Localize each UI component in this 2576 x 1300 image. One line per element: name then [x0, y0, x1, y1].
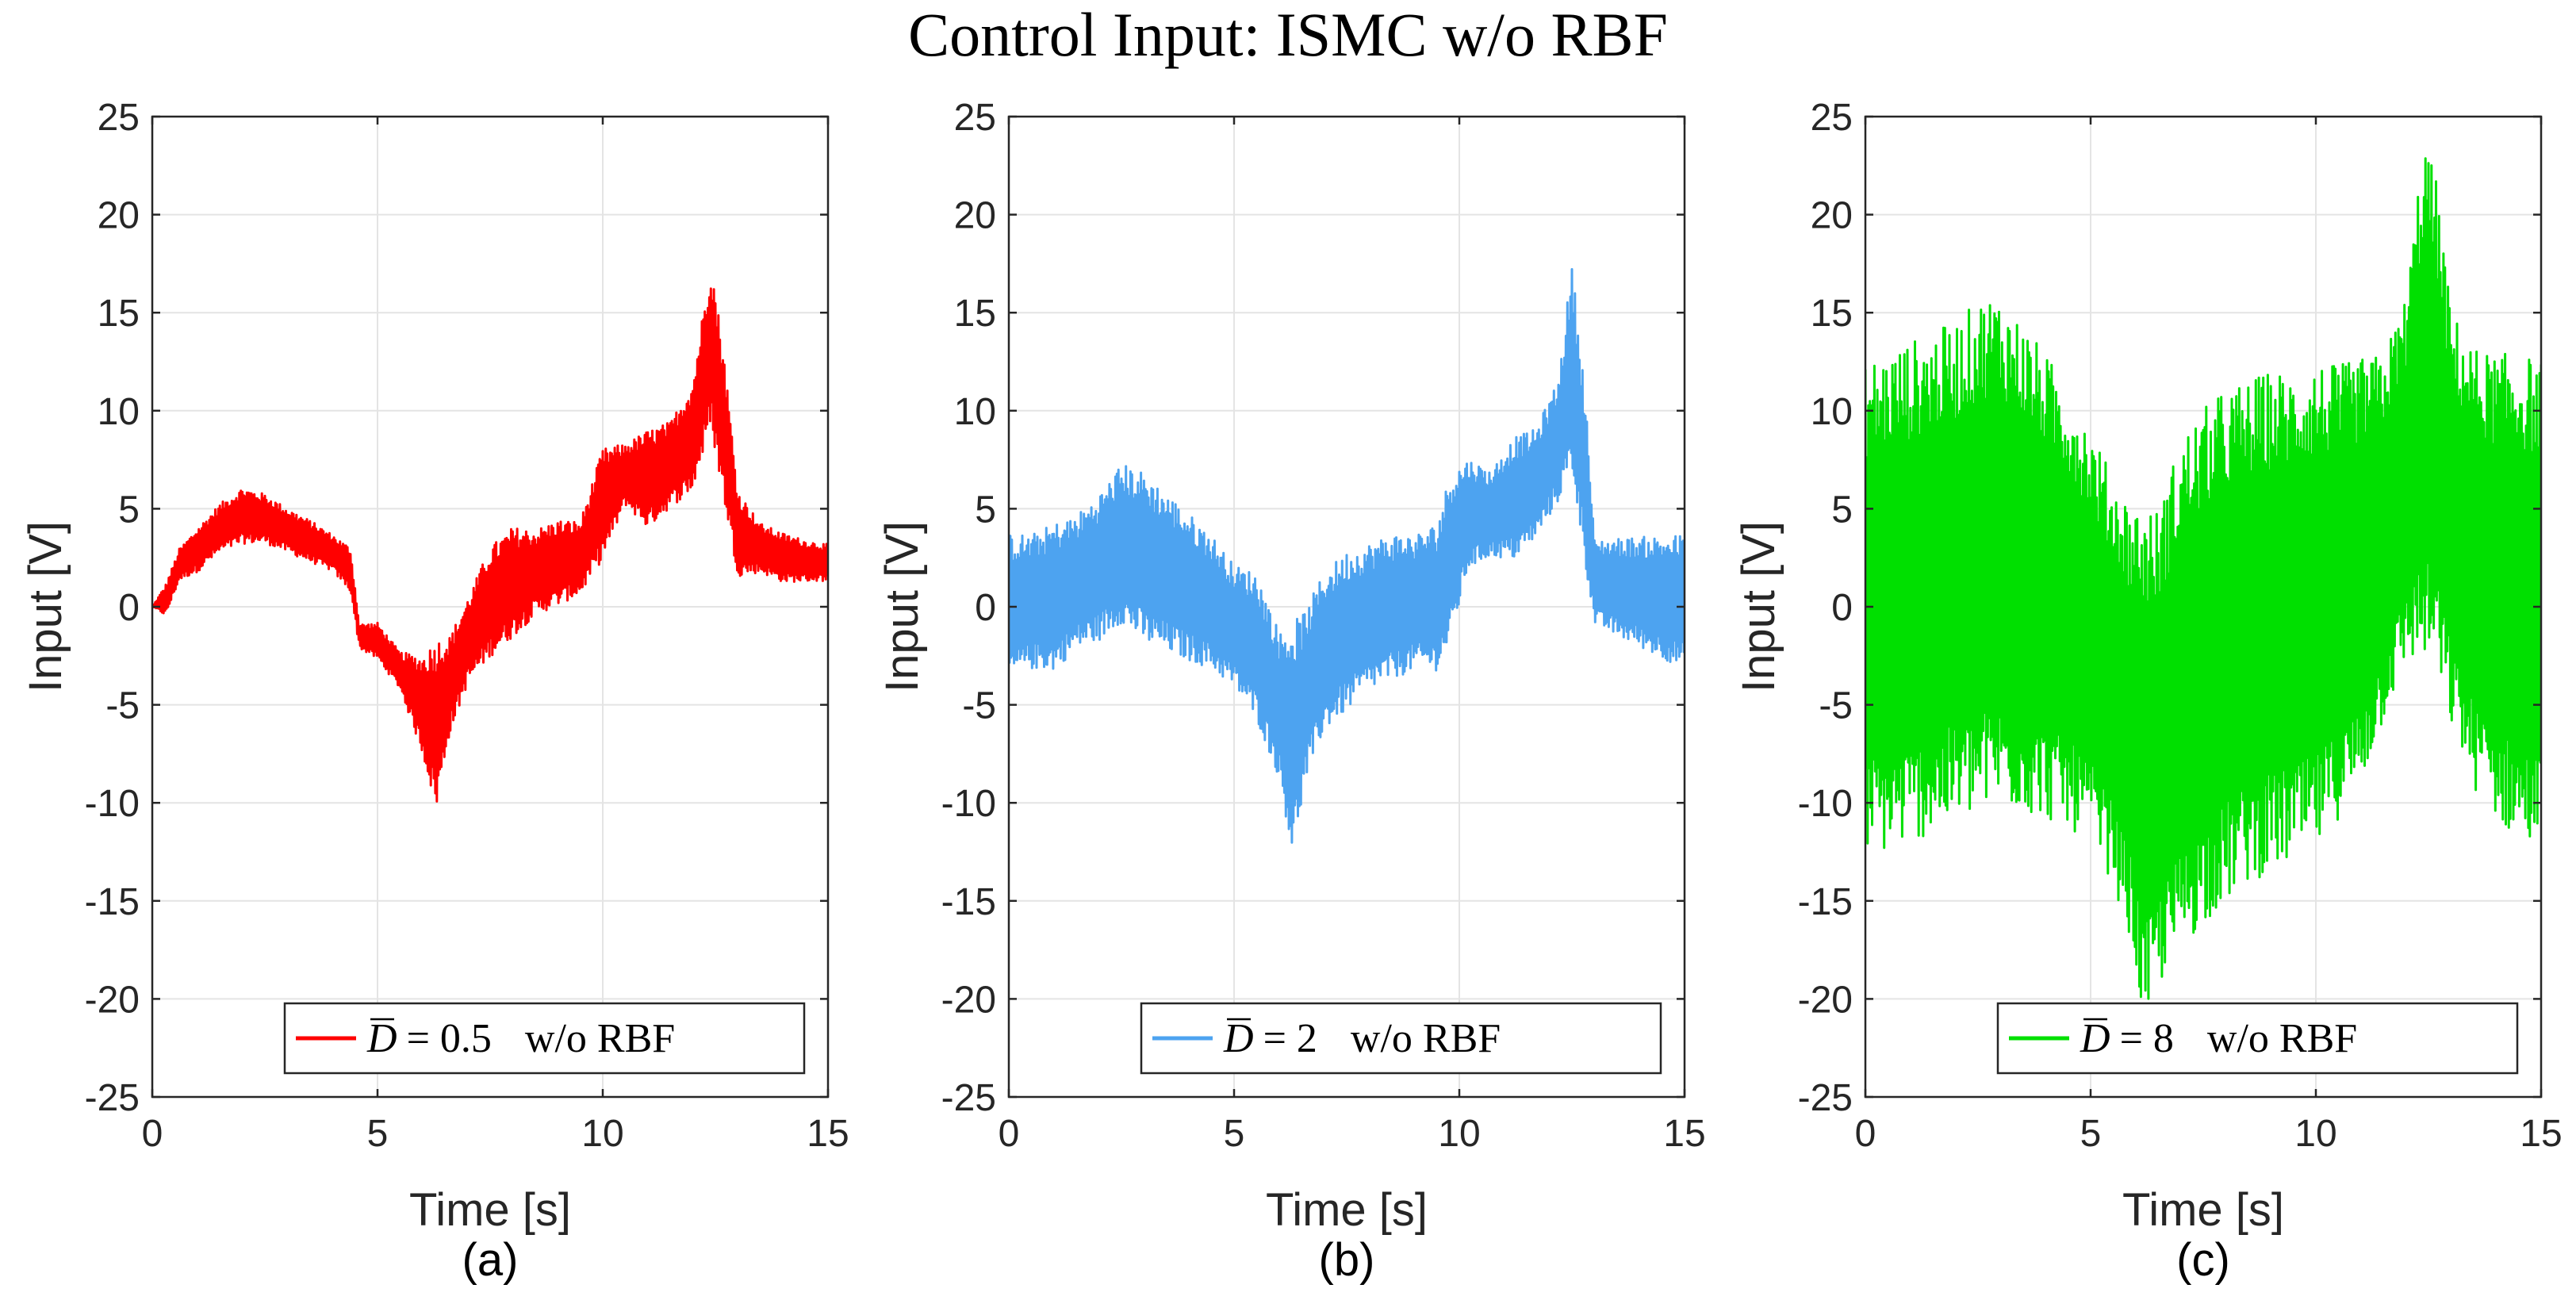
y-tick-label: 10 — [1811, 391, 1853, 433]
y-axis-label: Input [V] — [876, 521, 928, 692]
legend-box — [1996, 1002, 2519, 1075]
y-tick-label: -25 — [85, 1077, 140, 1119]
y-tick-label: 15 — [954, 293, 996, 335]
y-axis-label: Input [V] — [1733, 521, 1784, 692]
y-tick-label: -25 — [1798, 1077, 1853, 1119]
x-tick-label: 0 — [142, 1113, 163, 1155]
x-tick-label: 0 — [999, 1113, 1020, 1155]
y-tick-label: 25 — [98, 97, 140, 139]
y-tick-label: 10 — [954, 391, 996, 433]
y-axis-label: Input [V] — [20, 521, 71, 692]
y-tick-label: 0 — [118, 587, 140, 629]
x-axis-label: Time [s] — [409, 1184, 571, 1236]
y-tick-label: 20 — [98, 195, 140, 237]
y-tick-label: -25 — [941, 1077, 996, 1119]
y-tick-label: 15 — [1811, 293, 1853, 335]
legend-suffix: w/o RBF — [525, 1016, 675, 1061]
legend-entry: D = 2 w/o RBF — [1223, 1016, 1501, 1061]
x-tick-label: 5 — [2080, 1113, 2102, 1155]
legend-suffix: w/o RBF — [2207, 1016, 2357, 1061]
legend-value: = 2 — [1263, 1016, 1317, 1061]
y-tick-label: -5 — [1819, 685, 1853, 727]
x-axis-label: Time [s] — [2122, 1184, 2284, 1236]
legend-symbol: D — [2080, 1016, 2110, 1061]
legend-symbol: D — [1223, 1016, 1254, 1061]
y-tick-label: -20 — [941, 979, 996, 1021]
figure-title: Control Input: ISMC w/o RBF — [908, 0, 1668, 69]
x-tick-label: 10 — [581, 1113, 623, 1155]
legend-value: = 0.5 — [407, 1016, 492, 1061]
y-tick-label: -15 — [85, 881, 140, 923]
series-line — [1009, 268, 1685, 844]
y-tick-label: -5 — [962, 685, 996, 727]
legend: D = 8 w/o RBF — [1996, 1002, 2519, 1075]
series-line — [152, 287, 828, 803]
y-tick-label: -20 — [1798, 979, 1853, 1021]
legend-suffix: w/o RBF — [1351, 1016, 1501, 1061]
legend-value: = 8 — [2120, 1016, 2174, 1061]
panel-label: (a) — [462, 1234, 519, 1286]
y-tick-label: 5 — [1831, 489, 1853, 531]
y-tick-label: -20 — [85, 979, 140, 1021]
x-tick-label: 5 — [367, 1113, 389, 1155]
y-tick-label: 10 — [98, 391, 140, 433]
panel-label: (c) — [2176, 1234, 2230, 1286]
legend-box — [283, 1002, 806, 1075]
legend-symbol: D — [366, 1016, 397, 1061]
y-tick-label: 25 — [1811, 97, 1853, 139]
panel-label: (b) — [1319, 1234, 1375, 1286]
x-tick-label: 10 — [2294, 1113, 2336, 1155]
y-tick-label: -5 — [105, 685, 140, 727]
y-tick-label: -10 — [85, 783, 140, 825]
y-tick-label: -15 — [941, 881, 996, 923]
panel-1: 0 5 10 15 -25 -20 -15 -10 -5 0 5 10 15 20 25 Time [s] In… — [20, 97, 849, 1286]
x-tick-label: 15 — [807, 1113, 849, 1155]
legend: D = 2 w/o RBF — [1140, 1002, 1662, 1075]
y-tick-label: 5 — [118, 489, 140, 531]
y-tick-label: 5 — [975, 489, 996, 531]
x-tick-label: 15 — [2520, 1113, 2562, 1155]
x-tick-label: 5 — [1224, 1113, 1245, 1155]
x-tick-label: 10 — [1438, 1113, 1480, 1155]
panel-3: 0 5 10 15 -25 -20 -15 -10 -5 0 5 10 15 20 25 Time [s] In… — [1733, 97, 2563, 1286]
legend: D = 0.5 w/o RBF — [283, 1002, 806, 1075]
y-tick-label: -10 — [941, 783, 996, 825]
legend-entry: D = 8 w/o RBF — [2080, 1016, 2357, 1061]
y-tick-label: 0 — [975, 587, 996, 629]
x-tick-label: 15 — [1663, 1113, 1705, 1155]
y-tick-label: 15 — [98, 293, 140, 335]
x-tick-label: 0 — [1855, 1113, 1876, 1155]
y-tick-label: 0 — [1831, 587, 1853, 629]
panels: 0 5 10 15 -25 -20 -15 -10 -5 0 5 10 15 20 25 Time [s] In… — [20, 97, 2563, 1286]
y-tick-label: 20 — [1811, 195, 1853, 237]
y-tick-label: -15 — [1798, 881, 1853, 923]
panel-2: 0 5 10 15 -25 -20 -15 -10 -5 0 5 10 15 20 25 Time [s] In… — [876, 97, 1706, 1286]
legend-entry: D = 0.5 w/o RBF — [366, 1016, 675, 1061]
y-tick-label: 20 — [954, 195, 996, 237]
series-line — [1865, 157, 2541, 1000]
y-tick-label: -10 — [1798, 783, 1853, 825]
y-tick-label: 25 — [954, 97, 996, 139]
x-axis-label: Time [s] — [1266, 1184, 1428, 1236]
legend-box — [1140, 1002, 1662, 1075]
